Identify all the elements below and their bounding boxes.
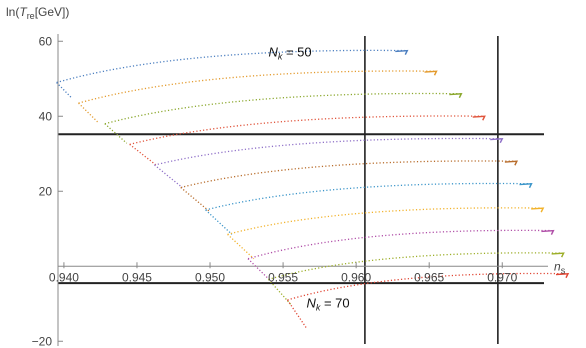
series-hook bbox=[286, 299, 307, 329]
x-tick-label: 0.945 bbox=[122, 270, 152, 284]
y-tick-label: −20 bbox=[32, 334, 53, 348]
series-end-mark bbox=[449, 92, 463, 99]
series-curve bbox=[180, 160, 517, 189]
series-curve bbox=[247, 229, 554, 260]
series-hook bbox=[267, 278, 293, 307]
series-1 bbox=[78, 70, 438, 123]
x-tick-label: 0.965 bbox=[414, 270, 444, 284]
series-curve bbox=[154, 137, 503, 166]
x-tick-label: 0.955 bbox=[268, 270, 298, 284]
series-curve bbox=[287, 272, 569, 301]
series-end-mark bbox=[424, 70, 438, 76]
series-curve bbox=[56, 49, 408, 84]
series-end-mark bbox=[531, 207, 545, 213]
series-3 bbox=[129, 115, 486, 166]
series-6 bbox=[205, 182, 533, 235]
x-axis-label: ns bbox=[554, 259, 566, 275]
series-end-mark bbox=[541, 229, 555, 235]
series-end-mark bbox=[555, 272, 570, 279]
series-5 bbox=[180, 160, 519, 213]
series-0 bbox=[56, 49, 409, 98]
y-axis-label: ln(Tre[GeV]) bbox=[6, 5, 69, 21]
annotation-nk-0: Nk = 50 bbox=[268, 44, 311, 61]
tick-group: 0.940 0.945 0.950 0.955 0.960 0.965 0.970 −20 20… bbox=[32, 34, 518, 348]
series-curve bbox=[104, 92, 462, 125]
series-end-mark bbox=[504, 160, 519, 166]
series-hook bbox=[56, 82, 72, 98]
series-end-mark bbox=[395, 49, 409, 55]
x-tick-label: 0.970 bbox=[487, 270, 517, 284]
y-tick-label: 20 bbox=[39, 184, 53, 198]
series-curve bbox=[205, 182, 532, 211]
series-end-mark bbox=[551, 252, 565, 258]
x-tick-label: 0.950 bbox=[195, 270, 225, 284]
series-10 bbox=[286, 272, 570, 329]
annotation-nk-1: Nk = 70 bbox=[306, 296, 349, 313]
series-end-mark bbox=[519, 182, 533, 189]
axes bbox=[57, 34, 548, 346]
series-curve bbox=[268, 252, 564, 281]
x-tick-label: 0.940 bbox=[49, 270, 79, 284]
series-hook bbox=[129, 143, 157, 166]
label-group: ln(Tre[GeV]) ns Nk = 50 Nk = 70 bbox=[6, 5, 566, 313]
series-2 bbox=[104, 92, 463, 144]
series-hook bbox=[205, 209, 233, 235]
series-7 bbox=[227, 207, 545, 260]
series-hook bbox=[78, 102, 98, 123]
series-hook bbox=[180, 187, 211, 213]
series-curve bbox=[227, 207, 544, 236]
x-tick-label: 0.960 bbox=[341, 270, 371, 284]
y-tick-label: 40 bbox=[39, 109, 53, 123]
y-tick-label: 60 bbox=[39, 34, 53, 48]
reference-lines bbox=[58, 36, 544, 344]
series-curve bbox=[78, 70, 437, 104]
series-end-mark bbox=[472, 115, 486, 121]
series-curve bbox=[129, 115, 485, 146]
series-4 bbox=[154, 137, 504, 189]
series-hook bbox=[154, 164, 183, 189]
series-end-mark bbox=[490, 137, 504, 144]
series-9 bbox=[267, 252, 565, 307]
series-hook bbox=[227, 233, 255, 260]
series-group bbox=[56, 49, 570, 329]
